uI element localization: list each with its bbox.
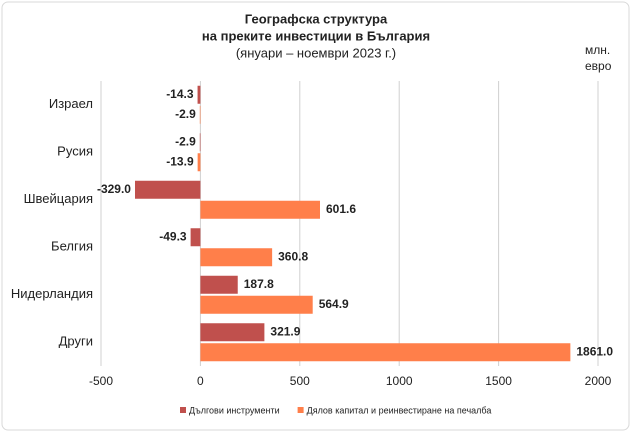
- unit-label: евро: [585, 59, 612, 73]
- bar: [200, 295, 313, 314]
- value-label: 1861.0: [576, 344, 613, 358]
- bar: [200, 323, 265, 342]
- y-tick-label: Белгия: [51, 239, 93, 254]
- chart-title: Географска структура: [245, 11, 388, 26]
- legend-swatch: [180, 407, 186, 413]
- bar: [190, 228, 201, 247]
- value-label: 601.6: [326, 202, 356, 216]
- bar: [200, 200, 320, 219]
- x-tick-label: 1500: [485, 374, 512, 388]
- chart-subtitle: (януари – ноември 2023 г.): [236, 45, 396, 60]
- bar: [197, 85, 201, 104]
- y-tick-label: Израел: [49, 96, 93, 111]
- legend-swatch: [297, 407, 304, 413]
- value-label: -13.9: [166, 154, 194, 168]
- y-tick-label: Швейцария: [24, 191, 93, 206]
- x-tick-label: -500: [89, 374, 113, 388]
- bar: [134, 180, 201, 199]
- unit-label: млн.: [585, 43, 610, 57]
- x-tick-label: 0: [197, 374, 204, 388]
- x-tick-label: 2000: [585, 374, 612, 388]
- bar: [199, 133, 201, 152]
- value-label: -329.0: [97, 182, 131, 196]
- legend-label: Дялов капитал и реинвестиране на печалба: [307, 405, 492, 415]
- value-label: 564.9: [319, 297, 349, 311]
- x-tick-label: 1000: [386, 374, 413, 388]
- bar: [200, 248, 273, 267]
- y-tick-label: Други: [59, 334, 93, 349]
- value-label: 187.8: [244, 277, 274, 291]
- value-label: -2.9: [175, 134, 196, 148]
- y-tick-label: Нидерландия: [11, 286, 93, 301]
- value-label: -2.9: [175, 107, 196, 121]
- value-label: 321.9: [270, 324, 300, 338]
- bar: [199, 105, 201, 124]
- bar: [200, 275, 238, 294]
- bar: [200, 343, 571, 362]
- x-tick-label: 500: [290, 374, 310, 388]
- value-label: -49.3: [159, 229, 187, 243]
- y-tick-label: Русия: [57, 144, 93, 159]
- legend-label: Дългови инструменти: [189, 405, 280, 415]
- chart-title: на преките инвестиции в България: [202, 28, 430, 43]
- bar: [197, 153, 201, 172]
- value-label: -14.3: [166, 87, 194, 101]
- value-label: 360.8: [278, 249, 308, 263]
